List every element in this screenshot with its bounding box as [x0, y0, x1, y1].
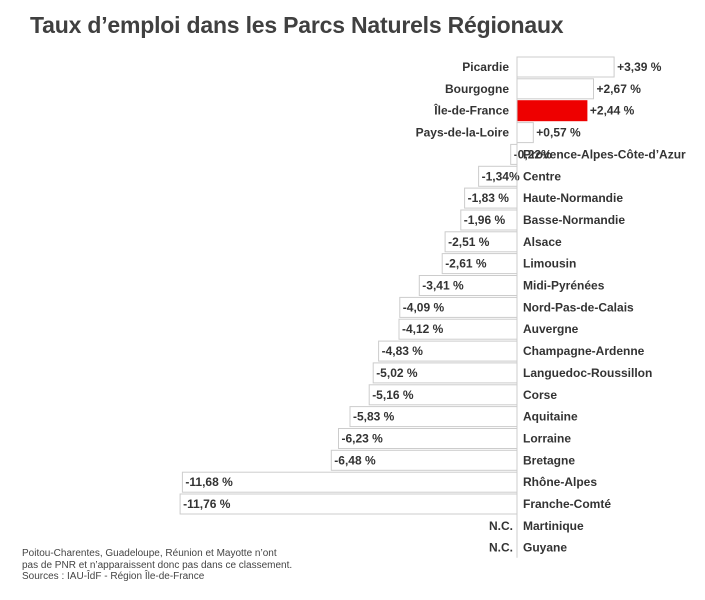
- footnote: Poitou-Charentes, Guadeloupe, Réunion et…: [22, 548, 292, 583]
- value-label-bretagne: -6,48 %: [334, 453, 376, 467]
- value-label-corse: -5,16 %: [372, 388, 414, 402]
- footnote-line-2: pas de PNR et n’apparaissent donc pas da…: [22, 559, 293, 571]
- value-label-haute-normandie: -1,83 %: [468, 191, 510, 205]
- category-label-basse-normandie: Basse-Normandie: [523, 213, 625, 227]
- category-label-ile-de-france: Île-de-France: [433, 103, 509, 118]
- category-label-provence-alpes-cote-d-azur: Provence-Alpes-Côte-d’Azur: [523, 147, 686, 161]
- bar-bourgogne: [516, 78, 594, 100]
- footnote-line-3: Sources : IAU-ÎdF - Région Île-de-France: [22, 571, 205, 582]
- category-label-alsace: Alsace: [523, 235, 562, 249]
- category-label-languedoc-roussillon: Languedoc-Roussillon: [523, 366, 652, 380]
- value-label-alsace: -2,51 %: [448, 235, 490, 249]
- category-label-midi-pyrenees: Midi-Pyrénées: [523, 279, 605, 293]
- category-label-lorraine: Lorraine: [523, 432, 571, 446]
- category-label-champagne-ardenne: Champagne-Ardenne: [523, 344, 645, 358]
- value-label-picardie: +3,39 %: [617, 60, 662, 74]
- value-label-martinique: N.C.: [489, 519, 513, 533]
- value-label-auvergne: -4,12 %: [402, 322, 444, 336]
- page-title: Taux d’emploi dans les Parcs Naturels Ré…: [30, 12, 564, 38]
- category-label-franche-comte: Franche-Comté: [523, 497, 611, 511]
- value-label-languedoc-roussillon: -5,02 %: [376, 366, 418, 380]
- value-label-midi-pyrenees: -3,41 %: [422, 279, 464, 293]
- value-label-aquitaine: -5,83 %: [353, 410, 395, 424]
- value-label-pays-de-la-loire: +0,57 %: [536, 126, 581, 140]
- category-label-pays-de-la-loire: Pays-de-la-Loire: [416, 126, 510, 140]
- category-label-aquitaine: Aquitaine: [523, 410, 578, 424]
- bar-pays-de-la-loire: [516, 122, 534, 144]
- value-label-nord-pas-de-calais: -4,09 %: [403, 300, 445, 314]
- value-label-basse-normandie: -1,96 %: [464, 213, 506, 227]
- category-label-nord-pas-de-calais: Nord-Pas-de-Calais: [523, 300, 634, 314]
- category-label-centre: Centre: [523, 169, 561, 183]
- value-label-franche-comte: -11,76 %: [183, 497, 231, 511]
- value-label-rhone-alpes: -11,68 %: [185, 475, 233, 489]
- value-label-lorraine: -6,23 %: [342, 432, 384, 446]
- category-label-rhone-alpes: Rhône-Alpes: [523, 475, 597, 489]
- bar-franche-comte: [179, 493, 518, 515]
- category-label-auvergne: Auvergne: [523, 322, 579, 336]
- bar-picardie: [516, 56, 615, 78]
- value-label-bourgogne: +2,67 %: [597, 82, 642, 96]
- value-label-centre: -1,34%: [482, 169, 520, 183]
- category-label-limousin: Limousin: [523, 257, 576, 271]
- category-label-corse: Corse: [523, 388, 557, 402]
- value-label-provence-alpes-cote-d-azur: -0,22%: [514, 147, 552, 161]
- category-label-bourgogne: Bourgogne: [445, 82, 509, 96]
- category-label-haute-normandie: Haute-Normandie: [523, 191, 623, 205]
- category-label-martinique: Martinique: [523, 519, 584, 533]
- value-label-limousin: -2,61 %: [445, 257, 487, 271]
- category-label-bretagne: Bretagne: [523, 453, 575, 467]
- bar-ile-de-france: [516, 100, 588, 122]
- footnote-line-1: Poitou-Charentes, Guadeloupe, Réunion et…: [22, 548, 277, 559]
- value-label-ile-de-france: +2,44 %: [590, 104, 635, 118]
- category-label-guyane: Guyane: [523, 541, 567, 555]
- value-label-guyane: N.C.: [489, 541, 513, 555]
- category-label-picardie: Picardie: [462, 60, 509, 74]
- value-label-champagne-ardenne: -4,83 %: [382, 344, 424, 358]
